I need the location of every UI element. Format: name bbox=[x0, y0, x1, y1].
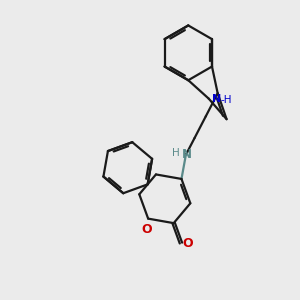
Text: N: N bbox=[182, 148, 192, 161]
Text: H: H bbox=[172, 148, 179, 158]
Text: O: O bbox=[142, 223, 152, 236]
Text: N: N bbox=[212, 94, 221, 103]
Text: O: O bbox=[182, 237, 193, 250]
Text: -H: -H bbox=[221, 95, 232, 105]
